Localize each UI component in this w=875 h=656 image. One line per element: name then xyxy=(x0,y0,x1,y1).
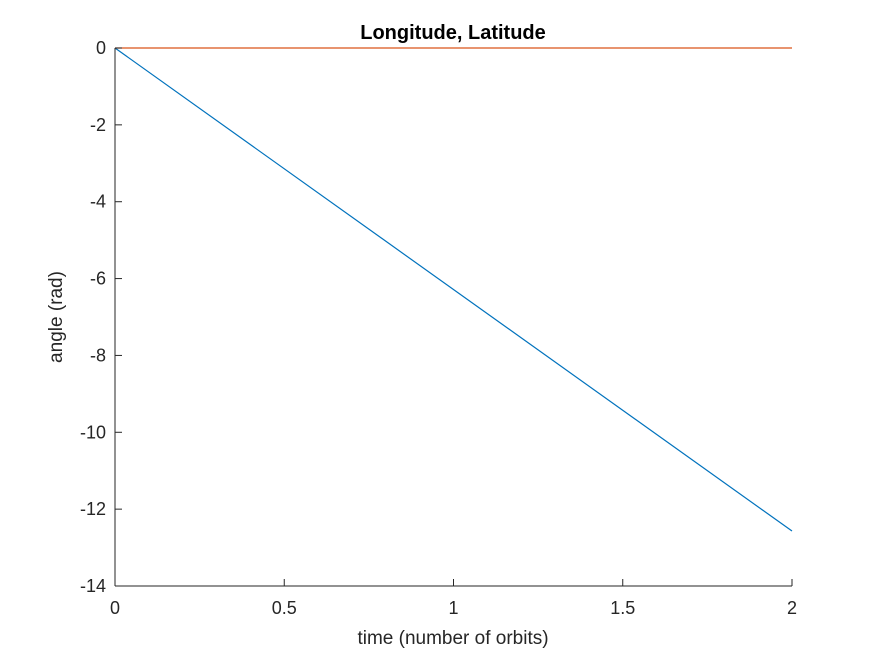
x-ticks: 0 0.5 1 1.5 2 xyxy=(110,579,797,618)
y-tick-label: 0 xyxy=(96,38,106,58)
x-tick-label: 1 xyxy=(448,598,458,618)
axes xyxy=(114,48,792,587)
chart-title: Longitude, Latitude xyxy=(360,22,546,44)
series-layer xyxy=(114,47,793,532)
y-tick-label: -6 xyxy=(90,269,106,289)
x-tick-label: 0 xyxy=(110,598,120,618)
y-ticks: -14 -12 -10 -8 -6 -4 -2 0 xyxy=(80,38,122,596)
y-axis-label: angle (rad) xyxy=(46,271,67,363)
y-tick-label: -10 xyxy=(80,422,106,442)
y-tick-label: -8 xyxy=(90,345,106,365)
y-tick-label: -12 xyxy=(80,499,106,519)
x-tick-label: 0.5 xyxy=(272,598,297,618)
x-axis-label: time (number of orbits) xyxy=(357,628,548,649)
y-tick-label: -4 xyxy=(90,192,106,212)
x-tick-label: 2 xyxy=(787,598,797,618)
series-line-1 xyxy=(114,47,793,532)
x-tick-label: 1.5 xyxy=(610,598,635,618)
y-tick-label: -2 xyxy=(90,115,106,135)
y-tick-label: -14 xyxy=(80,576,106,596)
